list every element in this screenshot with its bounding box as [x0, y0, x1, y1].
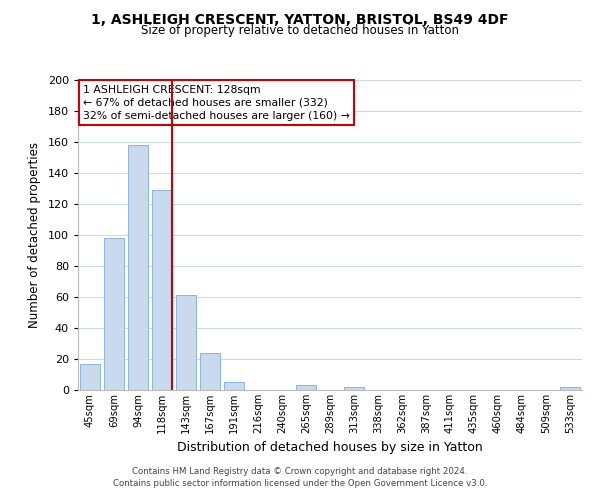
Bar: [176, 296, 196, 390]
Bar: [344, 387, 364, 390]
Y-axis label: Number of detached properties: Number of detached properties: [28, 142, 41, 328]
Text: 1 ASHLEIGH CRESCENT: 128sqm
← 67% of detached houses are smaller (332)
32% of se: 1 ASHLEIGH CRESCENT: 128sqm ← 67% of det…: [83, 84, 350, 121]
X-axis label: Distribution of detached houses by size in Yatton: Distribution of detached houses by size …: [177, 442, 483, 454]
Bar: [128, 145, 148, 390]
Text: Contains public sector information licensed under the Open Government Licence v3: Contains public sector information licen…: [113, 479, 487, 488]
Bar: [560, 387, 580, 390]
Bar: [296, 386, 316, 390]
Bar: [80, 364, 100, 390]
Bar: [200, 353, 220, 390]
Text: Contains HM Land Registry data © Crown copyright and database right 2024.: Contains HM Land Registry data © Crown c…: [132, 468, 468, 476]
Bar: [152, 190, 172, 390]
Bar: [224, 382, 244, 390]
Bar: [104, 238, 124, 390]
Text: 1, ASHLEIGH CRESCENT, YATTON, BRISTOL, BS49 4DF: 1, ASHLEIGH CRESCENT, YATTON, BRISTOL, B…: [91, 12, 509, 26]
Text: Size of property relative to detached houses in Yatton: Size of property relative to detached ho…: [141, 24, 459, 37]
